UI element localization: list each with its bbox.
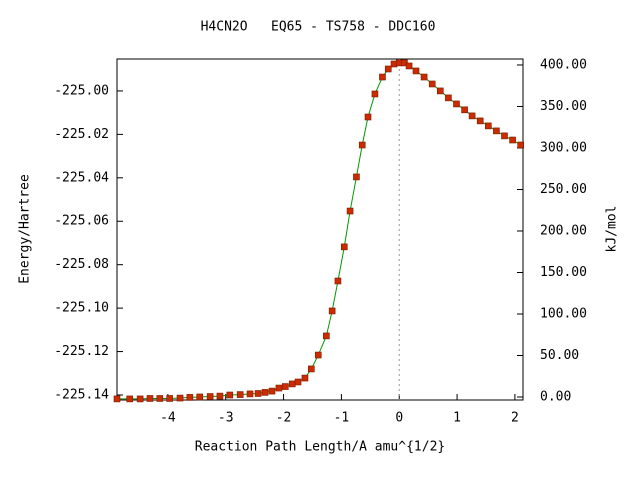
data-point [136, 395, 144, 403]
y2-axis-label: kJ/mol [605, 206, 620, 253]
data-point [323, 332, 330, 340]
data-point [340, 243, 348, 251]
data-point [288, 380, 296, 388]
x-tick-label: 2 [511, 411, 519, 426]
data-point [379, 73, 386, 81]
data-point [468, 112, 476, 120]
y-tick-label: -225.02 [54, 127, 109, 142]
data-point [346, 207, 354, 215]
y-tick-label: -225.10 [54, 301, 109, 316]
y2-tick-label: 50.00 [540, 348, 579, 363]
y2-tick-label: 200.00 [540, 223, 587, 238]
data-point [364, 113, 372, 121]
data-point [206, 393, 214, 400]
data-point [166, 395, 173, 402]
x-tick-label: 1 [453, 411, 461, 426]
y2-tick-label: 100.00 [540, 307, 587, 322]
data-point [281, 383, 289, 390]
x-tick-label: -4 [160, 411, 176, 426]
data-point [275, 384, 283, 392]
data-point [301, 374, 309, 382]
data-point [314, 351, 322, 359]
x-tick-label: -1 [334, 411, 350, 426]
data-point [461, 106, 468, 114]
y2-tick-label: 400.00 [540, 57, 587, 72]
chart-title: H4CN2O EQ65 - TS758 - DDC160 [201, 20, 436, 35]
y-tick-label: -225.00 [54, 83, 109, 98]
data-point [113, 395, 121, 403]
data-point [445, 94, 452, 102]
data-point [334, 277, 342, 285]
data-point [216, 392, 224, 400]
data-point [186, 394, 194, 401]
y2-tick-label: 300.00 [540, 140, 587, 155]
data-point [308, 365, 315, 373]
data-point [509, 136, 516, 144]
data-point [358, 141, 366, 149]
data-point [405, 62, 413, 70]
y2-tick-label: 150.00 [540, 265, 587, 280]
y-axis-label: Energy/Hartree [18, 174, 33, 284]
x-axis-label: Reaction Path Length/A amu^{1/2} [195, 440, 445, 455]
plot-frame [116, 58, 524, 401]
data-point [196, 393, 204, 401]
data-point [384, 65, 392, 73]
data-point [420, 73, 428, 81]
y-tick-label: -225.04 [54, 170, 109, 185]
data-point [501, 132, 508, 140]
data-line [117, 62, 521, 400]
data-point [412, 67, 420, 75]
data-point [156, 395, 164, 402]
x-tick-label: -3 [218, 411, 234, 426]
data-point [146, 395, 154, 402]
data-point [484, 122, 492, 130]
y-tick-label: -225.14 [54, 388, 109, 403]
data-point [268, 387, 276, 395]
data-point [453, 100, 460, 108]
data-point [226, 391, 234, 399]
y-tick-label: -225.06 [54, 214, 109, 229]
data-point [254, 390, 262, 397]
data-point [428, 80, 436, 88]
data-point [476, 117, 484, 125]
y-tick-label: -225.12 [54, 344, 109, 359]
data-point [353, 173, 360, 181]
data-point [261, 389, 269, 396]
data-point [328, 307, 336, 315]
data-point [246, 390, 254, 398]
x-tick-label: 0 [395, 411, 403, 426]
x-tick-label: -2 [276, 411, 292, 426]
y2-tick-label: 0.00 [540, 390, 571, 405]
data-point [236, 391, 244, 398]
data-point [371, 90, 379, 98]
data-point [493, 127, 500, 135]
data-point [126, 395, 134, 403]
data-point [176, 394, 184, 402]
data-point [294, 378, 302, 386]
data-point [517, 141, 524, 149]
data-point [436, 87, 444, 95]
y-tick-label: -225.08 [54, 257, 109, 272]
y2-tick-label: 250.00 [540, 182, 587, 197]
y2-tick-label: 350.00 [540, 99, 587, 114]
